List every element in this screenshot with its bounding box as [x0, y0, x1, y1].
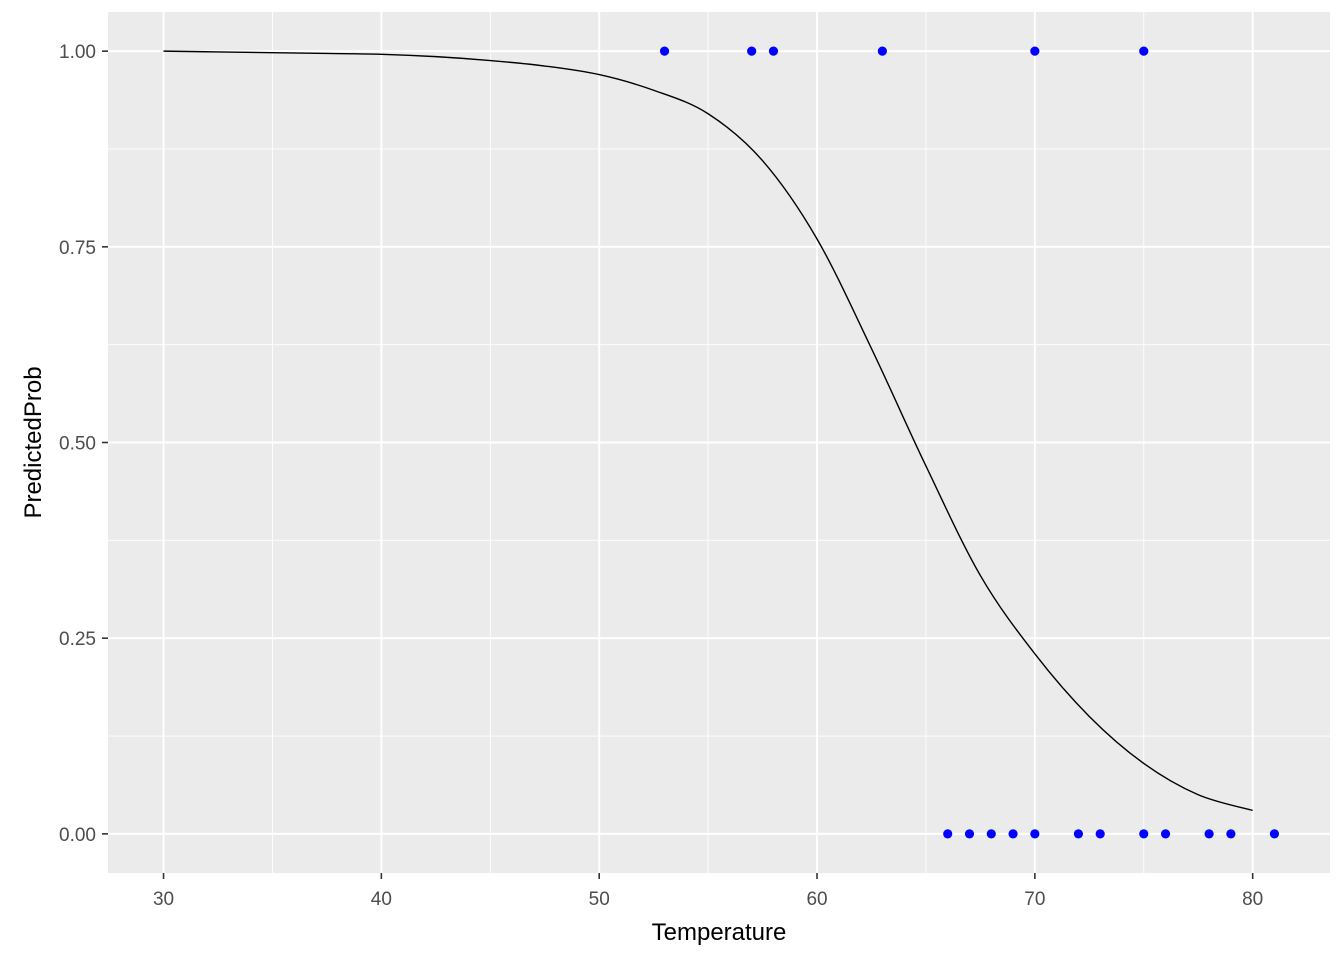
data-point	[1226, 829, 1236, 839]
data-point	[1269, 829, 1280, 839]
data-point	[877, 46, 887, 56]
data-point	[1030, 829, 1040, 839]
data-point	[1204, 829, 1214, 839]
x-axis-title: Temperature	[652, 919, 787, 946]
data-point	[1160, 829, 1171, 839]
y-axis: 0.00 0.25 0.50 0.75 1.00	[59, 42, 108, 846]
y-tick-label: 1.00	[59, 42, 96, 63]
data-point	[1008, 829, 1018, 839]
data-point	[768, 46, 779, 56]
data-point	[1073, 829, 1084, 839]
y-tick-label: 0.75	[59, 238, 96, 259]
y-tick-label: 0.50	[59, 434, 96, 455]
y-tick-label: 0.00	[59, 825, 96, 846]
data-point	[943, 829, 953, 839]
data-point	[1095, 829, 1105, 839]
data-point	[986, 829, 996, 839]
x-tick-label: 70	[1024, 889, 1045, 910]
x-tick-label: 80	[1242, 889, 1263, 910]
data-points	[659, 46, 1280, 839]
x-tick-label: 40	[371, 889, 392, 910]
data-point	[1139, 829, 1149, 839]
data-point	[964, 829, 975, 839]
x-tick-label: 60	[806, 889, 827, 910]
data-point	[1139, 46, 1149, 56]
fitted-curve	[163, 50, 1253, 812]
data-point	[747, 46, 757, 56]
data-point	[1030, 46, 1040, 56]
data-point	[659, 46, 670, 56]
x-axis: 30 40 50 60 70 80	[153, 873, 1263, 910]
major-gridlines	[108, 12, 1330, 873]
y-tick-label: 0.25	[59, 629, 96, 650]
x-tick-label: 50	[589, 889, 610, 910]
x-tick-label: 30	[153, 889, 174, 910]
y-axis-title: PredictedProb	[20, 366, 47, 518]
